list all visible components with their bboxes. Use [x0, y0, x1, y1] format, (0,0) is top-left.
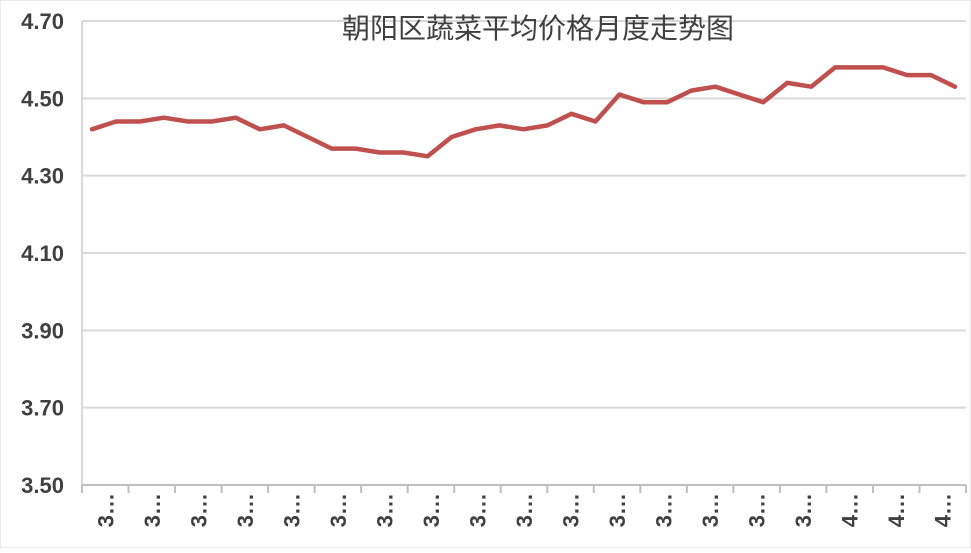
x-tick-label: 3… — [93, 493, 118, 527]
axes — [81, 21, 967, 493]
x-tick-label: 3… — [465, 493, 490, 527]
x-tick-label: 3… — [326, 493, 351, 527]
y-tick-label: 4.10 — [21, 241, 64, 266]
y-tick-label: 4.30 — [21, 164, 64, 189]
x-tick-label: 3… — [698, 493, 723, 527]
x-tick-label: 3… — [372, 493, 397, 527]
series-line — [89, 65, 958, 159]
x-tick-label: 3… — [279, 493, 304, 527]
series-layer — [89, 65, 958, 159]
x-tick-label: 3… — [791, 493, 816, 527]
x-tick-label: 4… — [931, 493, 956, 527]
y-tick-label: 4.50 — [21, 86, 64, 111]
x-axis-tick-labels: 3… 3… 3… 3… 3… 3… 3… 3… 3… 3… 3… 3… 3… 3… 3… 3… 4… 4… 4… — [93, 493, 955, 527]
y-axis-tick-labels: 3.50 3.70 3.90 4.10 4.30 4.50 4.70 — [21, 9, 64, 498]
y-tick-label: 3.50 — [21, 473, 64, 498]
y-tick-label: 3.90 — [21, 318, 64, 343]
x-tick-label: 4… — [884, 493, 909, 527]
x-tick-label: 3… — [140, 493, 165, 527]
x-tick-label: 3… — [559, 493, 584, 527]
x-tick-label: 3… — [652, 493, 677, 527]
y-tick-label: 4.70 — [21, 9, 64, 34]
x-tick-label: 3… — [419, 493, 444, 527]
chart-title: 朝阳区蔬菜平均价格月度走势图 — [342, 12, 734, 45]
x-tick-label: 3… — [233, 493, 258, 527]
x-tick-label: 4… — [838, 493, 863, 527]
x-tick-label: 3… — [745, 493, 770, 527]
x-tick-label: 3… — [512, 493, 537, 527]
y-tick-label: 3.70 — [21, 396, 64, 421]
gridlines — [82, 20, 966, 409]
x-tick-label: 3… — [605, 493, 630, 527]
x-tick-label: 3… — [186, 493, 211, 527]
